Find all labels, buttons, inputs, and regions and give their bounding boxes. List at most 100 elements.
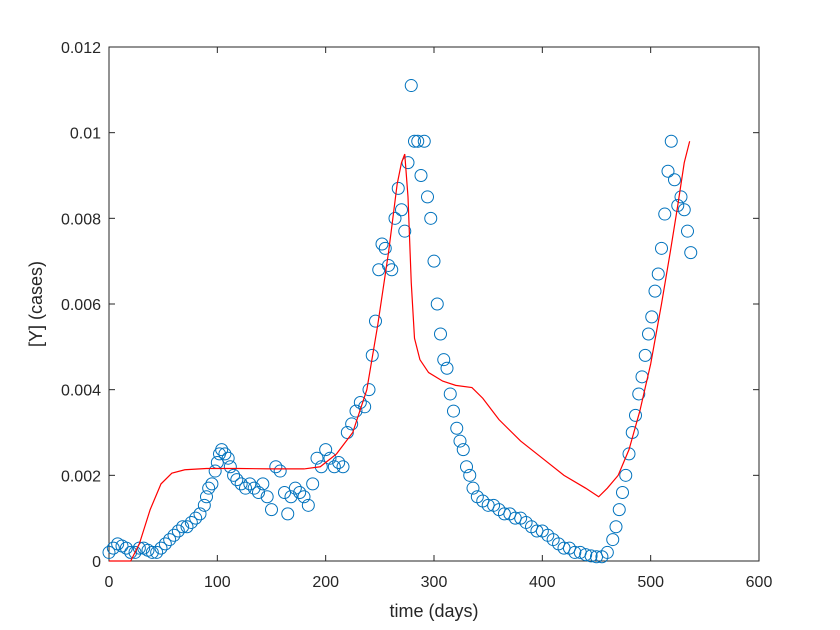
scatter-point — [616, 485, 629, 499]
scatter-point — [661, 164, 675, 178]
scatter-point — [391, 181, 405, 195]
scatter-point — [642, 327, 655, 341]
scatter-point — [332, 455, 346, 469]
scatter-point — [421, 190, 434, 204]
scatter-point — [124, 545, 138, 559]
scatter-point — [584, 549, 598, 563]
y-tick-label: 0.01 — [70, 126, 101, 143]
scatter-point — [671, 198, 685, 212]
scatter-point — [378, 241, 392, 255]
scatter-point — [632, 387, 646, 401]
scatter-point — [427, 254, 441, 268]
scatter-point — [269, 460, 283, 474]
scatter-point — [648, 284, 662, 298]
scatter-point — [223, 460, 237, 474]
scatter-point — [197, 498, 211, 512]
y-axis-label: [Y] (cases) — [26, 261, 46, 347]
scatter-point — [677, 203, 691, 217]
scatter-point — [102, 545, 116, 559]
scatter-point — [171, 524, 185, 538]
y-tick-label: 0.006 — [61, 297, 101, 314]
scatter-point — [218, 447, 232, 461]
scatter-point — [234, 477, 248, 491]
scatter-point — [443, 387, 457, 401]
scatter-point — [243, 477, 257, 491]
x-tick-label: 100 — [204, 574, 231, 591]
scatter-point — [306, 477, 320, 491]
scatter-point — [674, 190, 688, 204]
scatter-point — [247, 481, 261, 495]
scatter-point — [119, 541, 133, 555]
scatter-point — [362, 383, 376, 397]
scatter-point — [463, 468, 477, 482]
y-axis-ticks: 0 0.002 0.004 0.006 0.008 0.01 0.012 — [61, 40, 759, 571]
scatter-point — [167, 528, 181, 542]
y-tick-label: 0.008 — [61, 211, 101, 228]
scatter-point — [327, 460, 341, 474]
scatter-point — [424, 211, 438, 225]
scatter-point — [128, 545, 142, 559]
y-tick-label: 0 — [92, 554, 101, 571]
scatter-point — [310, 451, 324, 465]
scatter-point — [189, 511, 203, 525]
scatter-point — [629, 408, 642, 422]
y-tick-label: 0.004 — [61, 383, 101, 400]
x-tick-label: 600 — [746, 574, 773, 591]
scatter-point — [434, 327, 447, 341]
scatter-point — [453, 434, 467, 448]
scatter-point — [208, 464, 222, 478]
scatter-point — [619, 468, 633, 482]
x-tick-label: 0 — [105, 574, 114, 591]
scatter-point — [106, 541, 120, 555]
scatter-point — [284, 490, 298, 504]
scatter-point — [651, 267, 665, 281]
scatter-point — [638, 348, 652, 362]
scatter-point — [447, 404, 460, 418]
scatter-point — [349, 404, 363, 418]
scatter-point — [440, 361, 454, 375]
scatter-point — [382, 258, 395, 272]
scatter-point — [163, 533, 177, 547]
scatter-point — [265, 503, 278, 517]
scatter-point — [398, 224, 412, 238]
x-tick-label: 400 — [529, 574, 556, 591]
scatter-point — [655, 241, 668, 255]
x-tick-label: 500 — [637, 574, 664, 591]
scatter-point — [215, 443, 229, 457]
scatter-point — [202, 481, 216, 495]
y-tick-label: 0.012 — [61, 40, 101, 57]
scatter-point — [293, 485, 307, 499]
scatter-point — [336, 460, 350, 474]
scatter-point — [408, 134, 421, 148]
scatter-point — [388, 211, 402, 225]
scatter-point — [230, 473, 244, 487]
scatter-point — [684, 246, 698, 260]
scatter-point — [460, 460, 473, 474]
x-tick-label: 300 — [421, 574, 448, 591]
scatter-point — [184, 515, 198, 529]
scatter-point — [456, 443, 470, 457]
scatter-point — [158, 537, 172, 551]
scatter-point — [227, 468, 241, 482]
plot-area — [108, 46, 760, 562]
scatter-point — [430, 297, 444, 311]
scatter-point — [252, 485, 265, 499]
scatter-point — [658, 207, 672, 221]
scatter-point — [466, 481, 480, 495]
scatter-point — [297, 490, 311, 504]
scatter-point — [200, 490, 213, 504]
scatter-point — [612, 503, 626, 517]
scatter-point — [358, 400, 372, 414]
scatter-point — [314, 460, 328, 474]
scatter-point — [221, 451, 235, 465]
scatter-point — [205, 477, 219, 491]
scatter-point — [645, 310, 659, 324]
scatter-point — [176, 520, 190, 534]
scatter-point — [395, 203, 408, 217]
scatter-point — [281, 507, 295, 521]
scatter-point — [417, 134, 431, 148]
scatter-point — [568, 545, 582, 559]
scatter-point — [600, 545, 614, 559]
